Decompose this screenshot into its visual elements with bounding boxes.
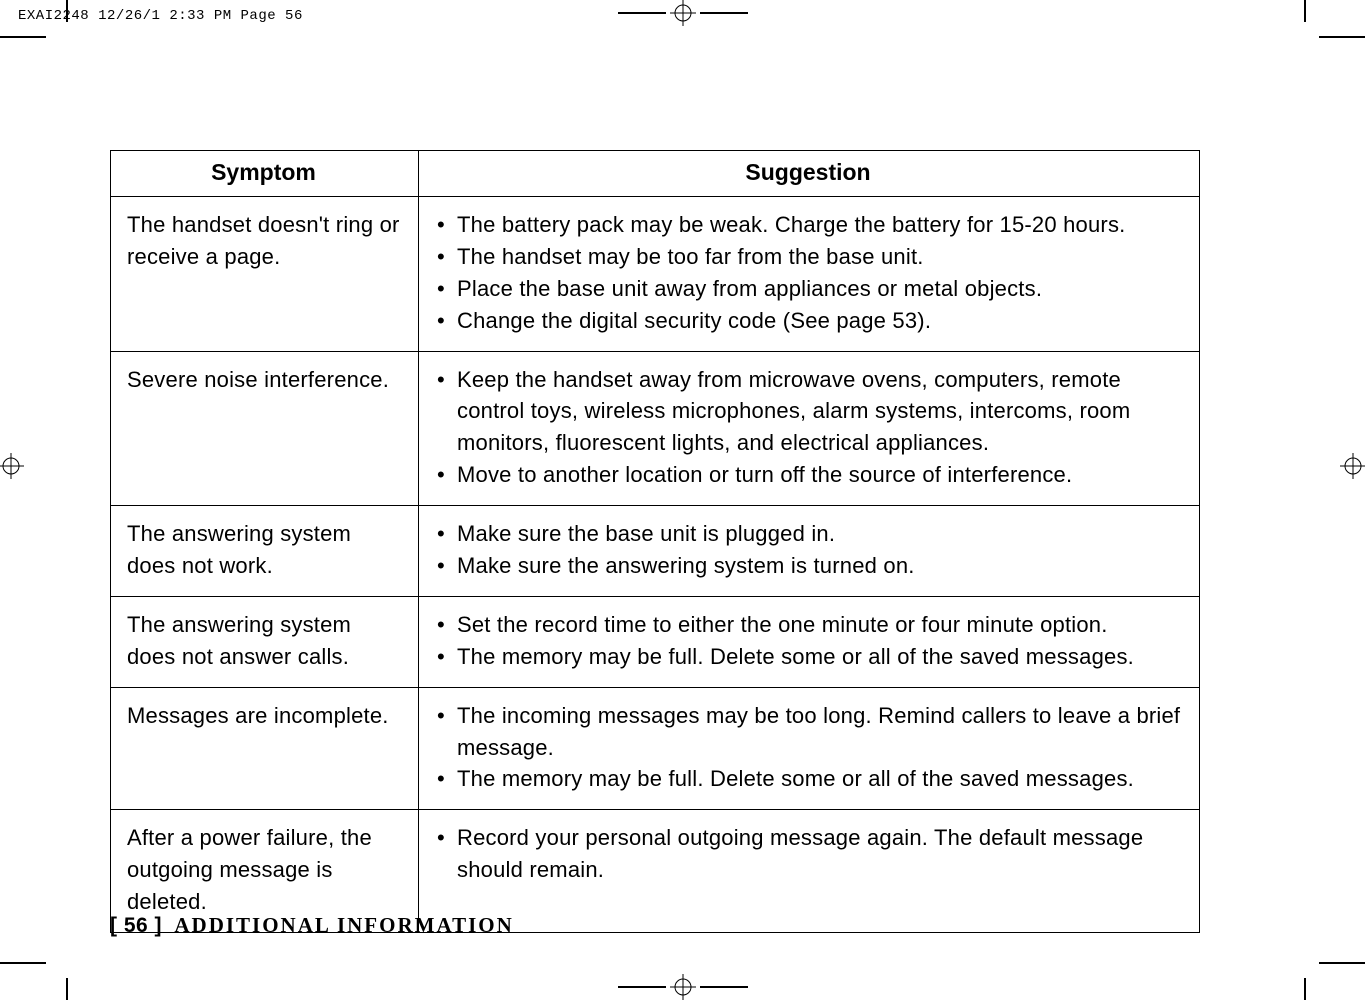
suggestion-list: Keep the handset away from microwave ove… — [435, 364, 1181, 492]
table-row: Severe noise interference.Keep the hands… — [111, 351, 1200, 506]
suggestion-cell: Keep the handset away from microwave ove… — [419, 351, 1200, 506]
content-area: Symptom Suggestion The handset doesn't r… — [110, 150, 1200, 933]
suggestion-item: The battery pack may be weak. Charge the… — [435, 209, 1181, 241]
suggestion-item: Place the base unit away from appliances… — [435, 273, 1181, 305]
registration-mark-top — [670, 0, 696, 26]
suggestion-item: The handset may be too far from the base… — [435, 241, 1181, 273]
suggestion-item: The memory may be full. Delete some or a… — [435, 763, 1181, 795]
suggestion-list: The battery pack may be weak. Charge the… — [435, 209, 1181, 337]
page: EXAI2248 12/26/1 2:33 PM Page 56 — [0, 0, 1365, 1000]
suggestion-item: Keep the handset away from microwave ove… — [435, 364, 1181, 460]
table-row: The answering system does not work.Make … — [111, 506, 1200, 597]
suggestion-cell: The battery pack may be weak. Charge the… — [419, 197, 1200, 352]
suggestion-item: Make sure the answering system is turned… — [435, 550, 1181, 582]
registration-mark-left — [0, 453, 24, 479]
crop-mark — [1319, 962, 1365, 964]
table-row: The handset doesn't ring or receive a pa… — [111, 197, 1200, 352]
crop-mark — [618, 986, 666, 988]
suggestion-list: Set the record time to either the one mi… — [435, 609, 1181, 673]
registration-mark-bottom — [670, 974, 696, 1000]
suggestion-item: Change the digital security code (See pa… — [435, 305, 1181, 337]
crop-mark — [700, 12, 748, 14]
section-title: ADDITIONAL INFORMATION — [174, 913, 513, 937]
suggestion-list: The incoming messages may be too long. R… — [435, 700, 1181, 796]
suggestion-item: Set the record time to either the one mi… — [435, 609, 1181, 641]
col-header-symptom: Symptom — [111, 151, 419, 197]
crop-mark — [66, 978, 68, 1000]
crop-mark — [1319, 36, 1365, 38]
table-row: Messages are incomplete.The incoming mes… — [111, 687, 1200, 810]
symptom-cell: Severe noise interference. — [111, 351, 419, 506]
suggestion-cell: Record your personal outgoing message ag… — [419, 810, 1200, 933]
suggestion-item: Make sure the base unit is plugged in. — [435, 518, 1181, 550]
crop-mark — [0, 962, 46, 964]
crop-mark — [66, 0, 68, 22]
symptom-cell: Messages are incomplete. — [111, 687, 419, 810]
registration-mark-right — [1340, 453, 1365, 479]
crop-mark — [1304, 978, 1306, 1000]
print-slug: EXAI2248 12/26/1 2:33 PM Page 56 — [18, 8, 303, 24]
table-header-row: Symptom Suggestion — [111, 151, 1200, 197]
crop-mark — [618, 12, 666, 14]
symptom-cell: The answering system does not answer cal… — [111, 596, 419, 687]
suggestion-item: The incoming messages may be too long. R… — [435, 700, 1181, 764]
suggestion-cell: Set the record time to either the one mi… — [419, 596, 1200, 687]
page-footer: [ 56 ] ADDITIONAL INFORMATION — [110, 913, 514, 938]
suggestion-list: Record your personal outgoing message ag… — [435, 822, 1181, 886]
troubleshooting-table: Symptom Suggestion The handset doesn't r… — [110, 150, 1200, 933]
symptom-cell: The answering system does not work. — [111, 506, 419, 597]
crop-mark — [700, 986, 748, 988]
table-row: The answering system does not answer cal… — [111, 596, 1200, 687]
suggestion-cell: The incoming messages may be too long. R… — [419, 687, 1200, 810]
suggestion-list: Make sure the base unit is plugged in.Ma… — [435, 518, 1181, 582]
symptom-cell: The handset doesn't ring or receive a pa… — [111, 197, 419, 352]
suggestion-cell: Make sure the base unit is plugged in.Ma… — [419, 506, 1200, 597]
suggestion-item: The memory may be full. Delete some or a… — [435, 641, 1181, 673]
page-number: [ 56 ] — [110, 914, 162, 937]
col-header-suggestion: Suggestion — [419, 151, 1200, 197]
suggestion-item: Record your personal outgoing message ag… — [435, 822, 1181, 886]
crop-mark — [1304, 0, 1306, 22]
crop-mark — [0, 36, 46, 38]
suggestion-item: Move to another location or turn off the… — [435, 459, 1181, 491]
